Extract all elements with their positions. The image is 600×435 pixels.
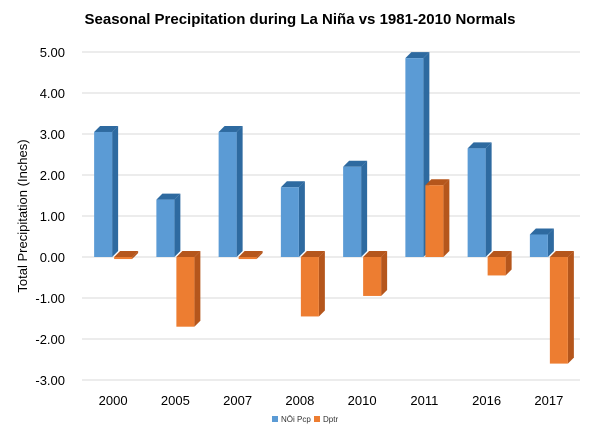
bar-top bbox=[300, 251, 325, 257]
bar-front bbox=[300, 257, 319, 317]
bar-pcp-2008 bbox=[280, 181, 305, 257]
bar-top bbox=[487, 251, 512, 257]
bar-side bbox=[236, 125, 243, 257]
y-tick-label: 3.00 bbox=[40, 127, 65, 142]
bar-front bbox=[176, 257, 195, 327]
y-tick-label: 1.00 bbox=[40, 209, 65, 224]
bar-front bbox=[343, 166, 362, 257]
bar-dptr-2011 bbox=[425, 179, 450, 257]
x-tick-labels: 2000 2005 2007 2008 2010 2011 2016 2017 bbox=[99, 393, 564, 408]
bar-pcp-2016 bbox=[467, 142, 492, 257]
x-tick-label: 2007 bbox=[223, 393, 252, 408]
y-tick-label: -2.00 bbox=[35, 332, 65, 347]
bar-front bbox=[549, 257, 568, 364]
bar-side bbox=[361, 160, 368, 257]
bar-pcp-2010 bbox=[343, 160, 368, 257]
bar-front bbox=[487, 257, 506, 276]
legend-swatch bbox=[272, 416, 278, 422]
bar-front bbox=[363, 257, 382, 296]
y-tick-label: -1.00 bbox=[35, 291, 65, 306]
bar-front bbox=[467, 148, 486, 257]
bar-dptr-2007 bbox=[238, 251, 263, 260]
bar-side bbox=[567, 251, 574, 364]
bar-side bbox=[318, 251, 325, 317]
bar-side bbox=[443, 179, 450, 257]
bar-dptr-2000 bbox=[114, 251, 139, 260]
bar-front bbox=[529, 234, 548, 257]
bar-pcp-2017 bbox=[529, 228, 554, 257]
bar-top bbox=[549, 251, 574, 257]
bar-side bbox=[194, 251, 201, 327]
legend: NŌi Pcp Dptr bbox=[272, 415, 338, 424]
x-tick-label: 2011 bbox=[410, 393, 438, 408]
bar-front bbox=[94, 131, 113, 257]
bar-side bbox=[381, 251, 388, 296]
y-tick-label: 5.00 bbox=[40, 45, 65, 60]
bar-pcp-2007 bbox=[218, 125, 243, 257]
bar-front bbox=[405, 58, 424, 258]
y-tick-label: -3.00 bbox=[35, 373, 65, 388]
bar-side bbox=[505, 251, 512, 276]
bar-side bbox=[256, 251, 263, 260]
bar-top bbox=[405, 52, 430, 59]
bar-top bbox=[218, 125, 243, 132]
bar-side bbox=[547, 228, 554, 257]
x-tick-label: 2017 bbox=[534, 393, 563, 408]
bar-dptr-2017 bbox=[549, 251, 574, 364]
bar-side bbox=[132, 251, 139, 260]
bar-side bbox=[298, 181, 305, 257]
bar-top bbox=[94, 125, 119, 132]
bar-top bbox=[176, 251, 201, 257]
bar-top bbox=[114, 251, 139, 257]
bar-top bbox=[343, 160, 368, 167]
y-tick-label: 4.00 bbox=[40, 86, 65, 101]
bar-front bbox=[156, 199, 175, 257]
bar-dptr-2005 bbox=[176, 251, 201, 327]
bar-side bbox=[174, 193, 181, 257]
bar-front bbox=[238, 257, 257, 260]
bar-top bbox=[363, 251, 388, 257]
x-tick-label: 2000 bbox=[99, 393, 128, 408]
y-tick-label: 0.00 bbox=[40, 250, 65, 265]
chart-title: Seasonal Precipitation during La Niña vs… bbox=[85, 11, 516, 28]
bar-front bbox=[114, 257, 133, 260]
bar-top bbox=[529, 228, 554, 235]
bar-front bbox=[425, 185, 444, 257]
bar-front bbox=[280, 187, 299, 257]
bar-side bbox=[112, 125, 119, 257]
y-axis-label: Total Precipitation (Inches) bbox=[15, 139, 30, 292]
bar-top bbox=[467, 142, 492, 149]
bar-top bbox=[238, 251, 263, 257]
bar-front bbox=[218, 131, 237, 257]
y-tick-label: 2.00 bbox=[40, 168, 65, 183]
x-tick-label: 2005 bbox=[161, 393, 190, 408]
bar-top bbox=[425, 179, 450, 186]
bars bbox=[94, 52, 574, 364]
legend-label: Dptr bbox=[323, 415, 338, 424]
bar-top bbox=[156, 193, 181, 200]
y-tick-labels: -3.00 -2.00 -1.00 0.00 1.00 2.00 3.00 4.00 5.00 bbox=[35, 45, 65, 388]
x-tick-label: 2016 bbox=[472, 393, 501, 408]
bar-side bbox=[485, 142, 492, 257]
legend-swatch bbox=[314, 416, 320, 422]
x-tick-label: 2008 bbox=[285, 393, 314, 408]
bar-pcp-2005 bbox=[156, 193, 181, 257]
bar-dptr-2016 bbox=[487, 251, 512, 276]
bar-dptr-2008 bbox=[300, 251, 325, 317]
bar-pcp-2000 bbox=[94, 125, 119, 257]
x-tick-label: 2010 bbox=[348, 393, 377, 408]
legend-label: NŌi Pcp bbox=[281, 415, 311, 424]
bar-top bbox=[280, 181, 305, 188]
bar-dptr-2010 bbox=[363, 251, 388, 296]
